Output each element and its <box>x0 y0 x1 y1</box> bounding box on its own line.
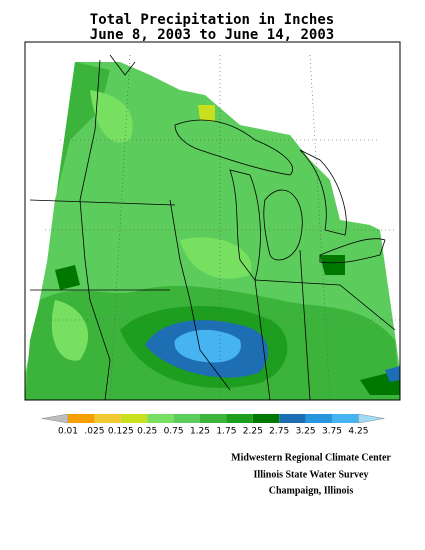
credit-line: Midwestern Regional Climate Center <box>231 452 391 463</box>
legend-swatch <box>226 414 253 423</box>
legend-swatch <box>200 414 227 423</box>
region <box>25 62 400 400</box>
legend-arrow <box>358 413 385 424</box>
legend-swatch <box>279 414 306 423</box>
legend-label: 0.75 <box>164 427 184 437</box>
legend-label: .025 <box>84 427 104 437</box>
region <box>51 90 252 361</box>
legend-label: 0.01 <box>58 427 78 437</box>
legend-swatch <box>252 414 280 423</box>
title-line: June 8, 2003 to June 14, 2003 <box>90 27 334 43</box>
legend-swatch <box>68 414 95 423</box>
region <box>385 366 400 382</box>
legend-swatch <box>332 414 359 423</box>
legend-label: 2.75 <box>269 427 289 437</box>
legend-label: 3.25 <box>296 427 316 437</box>
legend-swatch <box>173 414 200 423</box>
legend-swatch <box>305 414 332 423</box>
title-line: Total Precipitation in Inches <box>90 12 334 28</box>
graticule <box>35 54 400 401</box>
legend: 0.01 .025 0.125 0.25 0.75 1.25 1.75 2.25 2.75 3.2… <box>41 413 385 437</box>
legend-arrow <box>41 413 69 424</box>
legend-swatch <box>94 414 121 423</box>
legend-label: 0.125 <box>108 427 134 437</box>
region <box>174 329 241 363</box>
legend-label: 0.25 <box>137 427 157 437</box>
legend-label: 4.25 <box>348 427 368 437</box>
legend-label: 1.75 <box>216 427 236 437</box>
region <box>198 105 215 122</box>
legend-label: 2.25 <box>243 427 263 437</box>
credit-line: Champaign, Illinois <box>269 485 354 496</box>
legend-swatch <box>147 414 174 423</box>
credit-line: Illinois State Water Survey <box>254 469 369 480</box>
legend-swatch <box>120 414 148 423</box>
region <box>55 255 400 395</box>
boundaries <box>29 54 396 401</box>
map <box>24 41 401 401</box>
legend-label: 1.25 <box>190 427 210 437</box>
legend-label: 3.75 <box>322 427 342 437</box>
map-frame <box>24 41 401 401</box>
